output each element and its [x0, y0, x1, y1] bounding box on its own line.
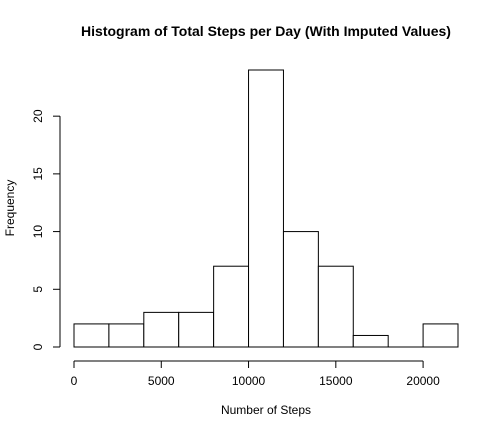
- bars-group: [73, 69, 459, 348]
- x-tick-label-2: 10000: [232, 374, 266, 388]
- histogram-bar-3: [178, 311, 215, 348]
- x-axis: 0 5000 10000 15000 20000: [71, 360, 440, 388]
- histogram-bar-5: [248, 69, 284, 348]
- x-tick-label-3: 15000: [319, 374, 353, 388]
- y-tick-label-1: 5: [31, 286, 45, 293]
- histogram-bar-2: [143, 311, 180, 348]
- y-axis: 0 5 10 15 20: [31, 109, 61, 350]
- x-tick-label-0: 0: [71, 374, 78, 388]
- histogram-bar-4: [213, 265, 250, 348]
- histogram-bar-10: [422, 323, 459, 348]
- x-tick-label-1: 5000: [148, 374, 175, 388]
- histogram-bar-7: [317, 265, 354, 348]
- y-tick-label-0: 0: [31, 343, 45, 350]
- histogram-bar-0: [73, 323, 110, 348]
- x-tick-label-4: 20000: [406, 374, 440, 388]
- chart-title: Histogram of Total Steps per Day (With I…: [81, 23, 451, 39]
- y-axis-label: Frequency: [3, 180, 17, 237]
- y-tick-label-3: 15: [31, 167, 45, 181]
- y-tick-label-4: 20: [31, 109, 45, 123]
- histogram-bar-1: [108, 323, 145, 348]
- x-axis-label: Number of Steps: [221, 403, 311, 417]
- y-tick-label-2: 10: [31, 225, 45, 239]
- histogram-bar-8: [352, 334, 389, 348]
- histogram-bar-6: [282, 231, 319, 348]
